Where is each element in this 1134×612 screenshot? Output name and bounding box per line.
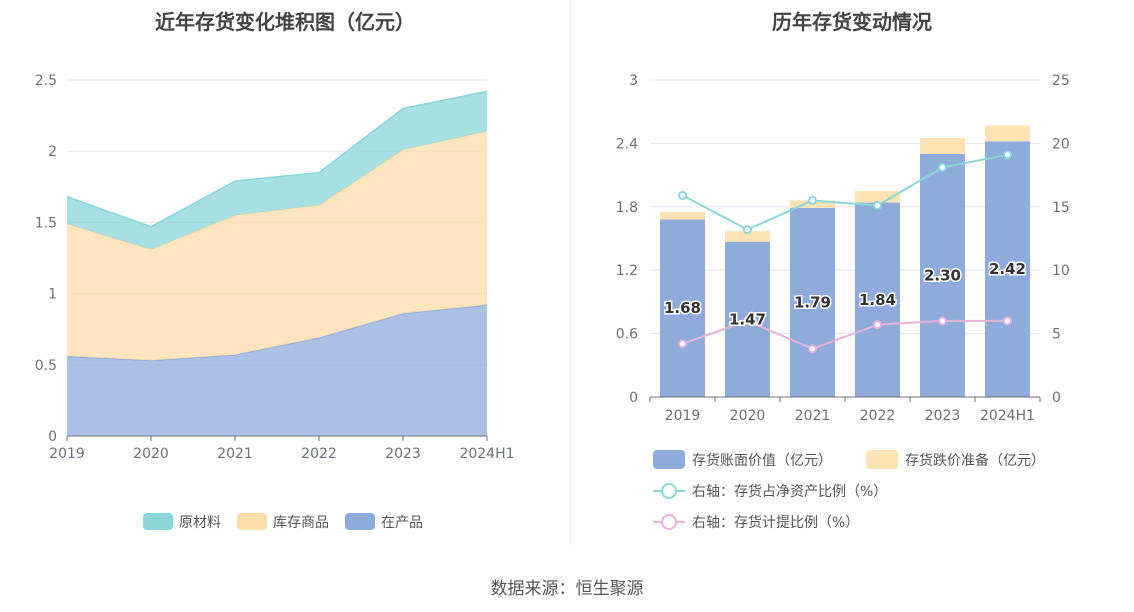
legend-swatch-marker xyxy=(661,483,677,499)
x-tick-label: 2019 xyxy=(49,446,85,462)
y-right-tick-label: 25 xyxy=(1052,73,1070,89)
legend-label-原材料: 原材料 xyxy=(179,515,221,531)
area-原材料 xyxy=(67,91,487,250)
bar-存货跌价准备（亿元） xyxy=(855,190,900,203)
y-tick-label: 1.5 xyxy=(35,215,57,231)
x-tick-label: 2021 xyxy=(795,408,831,424)
legend-swatch-原材料 xyxy=(143,513,173,530)
x-tick-label: 2024H1 xyxy=(459,446,514,462)
y-tick-label: 2 xyxy=(48,144,57,160)
line-右轴：存货占净资产比例（%） xyxy=(682,153,1008,231)
legend-swatch-存货账面价值（亿元） xyxy=(653,450,685,469)
legend-swatch-存货跌价准备（亿元） xyxy=(866,450,898,469)
y-left-tick-label: 2.4 xyxy=(616,136,638,152)
y-right-tick-label: 0 xyxy=(1052,390,1061,406)
legend-swatch-marker xyxy=(661,514,677,530)
legend-label-右轴：存货计提比例（%）: 右轴：存货计提比例（%） xyxy=(692,514,859,531)
y-right-tick-label: 15 xyxy=(1052,200,1070,216)
point-右轴：存货占净资产比例（%） xyxy=(743,225,752,235)
point-右轴：存货占净资产比例（%） xyxy=(678,190,687,200)
point-右轴：存货计提比例（%） xyxy=(743,316,752,326)
point-右轴：存货占净资产比例（%） xyxy=(808,195,817,205)
point-右轴：存货计提比例（%） xyxy=(1003,316,1012,326)
area-edge-原材料 xyxy=(66,90,488,228)
point-右轴：存货计提比例（%） xyxy=(938,316,947,326)
x-tick-label: 2022 xyxy=(301,446,337,462)
point-右轴：存货计提比例（%） xyxy=(678,339,687,349)
x-tick-label: 2021 xyxy=(217,446,253,462)
x-tick-label: 2023 xyxy=(925,408,961,424)
bar-存货账面价值（亿元） xyxy=(790,207,835,397)
bar-存货跌价准备（亿元） xyxy=(985,125,1030,142)
data-source-note: 数据来源：恒生聚源 xyxy=(490,579,644,599)
x-tick-label: 2020 xyxy=(730,408,766,424)
bar-line-chart: 0 0.6 1.2 1.8 2.4 3 0 5 10 15 20 25 2019 2020 2021 2022… xyxy=(616,73,1070,531)
y-left-tick-label: 1.8 xyxy=(616,200,638,216)
bar-value-label: 1.79 xyxy=(794,293,831,311)
bar-存货跌价准备（亿元） xyxy=(725,231,770,242)
legend-label-存货账面价值（亿元）: 存货账面价值（亿元） xyxy=(692,452,832,469)
bar-value-label: 1.47 xyxy=(729,310,766,328)
bar-value-label: 2.30 xyxy=(924,266,961,284)
bar-存货跌价准备（亿元） xyxy=(920,138,965,154)
y-left-tick-label: 3 xyxy=(629,73,638,89)
area-在产品 xyxy=(67,304,487,436)
point-右轴：存货计提比例（%） xyxy=(808,344,817,354)
legend-swatch-在产品 xyxy=(345,513,375,530)
x-tick-label: 2022 xyxy=(860,408,896,424)
bar-value-label: 2.42 xyxy=(989,260,1026,278)
x-tick-label: 2024H1 xyxy=(980,408,1035,424)
y-left-tick-label: 0 xyxy=(629,390,638,406)
right-chart-title: 历年存货变动情况 xyxy=(772,10,932,34)
x-tick-label: 2020 xyxy=(133,446,169,462)
legend-label-在产品: 在产品 xyxy=(381,515,423,531)
bar-存货跌价准备（亿元） xyxy=(660,212,705,220)
point-右轴：存货计提比例（%） xyxy=(873,320,882,330)
y-tick-label: 0.5 xyxy=(35,358,57,374)
bar-存货账面价值（亿元） xyxy=(985,141,1030,397)
bar-存货账面价值（亿元） xyxy=(855,202,900,397)
legend-label-右轴：存货占净资产比例（%）: 右轴：存货占净资产比例（%） xyxy=(692,483,887,500)
bar-value-label: 1.68 xyxy=(664,299,701,317)
legend-swatch-库存商品 xyxy=(237,513,267,530)
legend-label-存货跌价准备（亿元）: 存货跌价准备（亿元） xyxy=(905,452,1045,469)
legend-label-库存商品: 库存商品 xyxy=(273,515,329,531)
point-右轴：存货占净资产比例（%） xyxy=(938,162,947,172)
stacked-area-chart: 0 0.5 1 1.5 2 2.5 2019 2020 2021 2022 2023 2024H1 原材… xyxy=(35,73,515,531)
area-库存商品 xyxy=(67,131,487,361)
y-right-tick-label: 20 xyxy=(1052,136,1070,152)
x-tick-label: 2023 xyxy=(385,446,421,462)
bar-存货账面价值（亿元） xyxy=(920,153,965,397)
y-left-tick-label: 0.6 xyxy=(616,327,638,343)
y-left-tick-label: 1.2 xyxy=(616,263,638,279)
chart-divider xyxy=(570,0,571,545)
line-右轴：存货计提比例（%） xyxy=(682,319,1008,350)
point-右轴：存货占净资产比例（%） xyxy=(873,201,882,211)
bar-存货账面价值（亿元） xyxy=(660,219,705,397)
point-右轴：存货占净资产比例（%） xyxy=(1003,150,1012,160)
x-tick-label: 2019 xyxy=(665,408,701,424)
y-tick-label: 2.5 xyxy=(35,73,57,89)
left-chart-title: 近年存货变化堆积图（亿元） xyxy=(155,10,415,34)
y-right-tick-label: 10 xyxy=(1052,263,1070,279)
bar-value-label: 1.84 xyxy=(859,291,896,309)
area-edge-库存商品 xyxy=(66,130,488,251)
y-right-tick-label: 5 xyxy=(1052,327,1061,343)
y-tick-label: 1 xyxy=(48,287,57,303)
y-tick-label: 0 xyxy=(48,429,57,445)
